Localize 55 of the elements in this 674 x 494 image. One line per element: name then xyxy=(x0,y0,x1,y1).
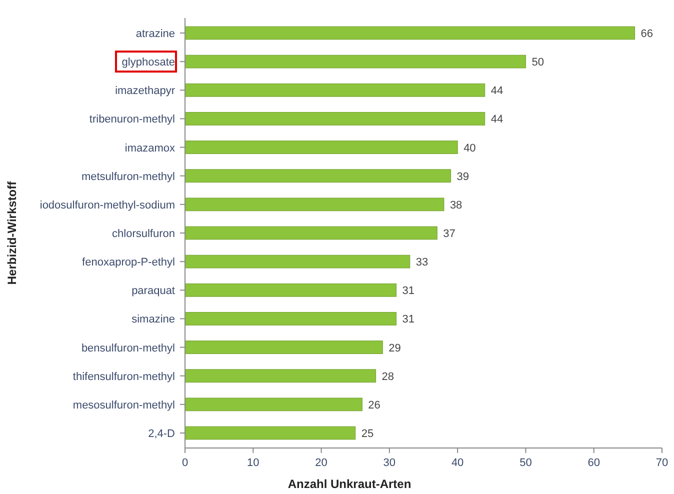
x-tick-label: 60 xyxy=(588,457,600,469)
x-tick-label: 50 xyxy=(520,457,532,469)
bar xyxy=(184,369,376,383)
x-tick-label: 20 xyxy=(315,457,328,469)
data-label: 37 xyxy=(443,228,456,240)
bar xyxy=(184,254,410,268)
bar xyxy=(184,226,438,240)
x-tick-label: 30 xyxy=(383,457,396,469)
data-label: 50 xyxy=(532,56,544,69)
y-tick-label: atrazine xyxy=(136,28,175,40)
data-label: 33 xyxy=(416,256,428,269)
x-tick-label: 40 xyxy=(451,457,464,469)
y-tick-label: metsulfuron-methyl xyxy=(81,170,175,183)
bar xyxy=(184,83,486,97)
y-tick-label: paraquat xyxy=(132,285,175,298)
y-tick-label: imazamox xyxy=(124,142,176,154)
bar xyxy=(184,112,486,126)
y-tick-label: thifensulfuron-methyl xyxy=(72,370,175,383)
y-tick-label: glyphosate xyxy=(122,56,175,69)
y-tick-label: chlorsulfuron xyxy=(112,228,175,240)
y-axis-title: Herbizid-Wirkstoff xyxy=(5,180,19,285)
x-tick-label: 10 xyxy=(247,457,260,469)
bar xyxy=(184,140,458,154)
bar xyxy=(184,283,396,297)
x-tick-label: 70 xyxy=(656,457,668,469)
data-label: 28 xyxy=(382,370,394,383)
y-tick-label: tribenuron-methyl xyxy=(89,114,175,126)
y-tick-label: 2,4-D xyxy=(148,428,176,440)
data-label: 26 xyxy=(368,399,380,412)
y-tick-label: iodosulfuron-methyl-sodium xyxy=(40,199,175,212)
x-tick-label: 0 xyxy=(182,457,188,469)
y-tick-label: imazethapyr xyxy=(115,85,176,98)
y-tick-label: bensulfuron-methyl xyxy=(81,342,175,354)
bar xyxy=(184,26,635,40)
data-label: 31 xyxy=(402,314,414,326)
data-label: 31 xyxy=(402,285,414,298)
y-tick-label: mesosulfuron-methyl xyxy=(72,399,175,412)
y-tick-label: fenoxaprop-P-ethyl xyxy=(82,256,175,269)
bar xyxy=(184,198,444,212)
data-label: 44 xyxy=(490,114,504,126)
y-tick-label: simazine xyxy=(132,314,175,326)
data-label: 40 xyxy=(464,142,476,154)
data-label: 25 xyxy=(361,428,374,440)
data-label: 29 xyxy=(388,342,401,354)
bar xyxy=(184,169,452,183)
bar xyxy=(184,340,383,354)
bar xyxy=(184,398,362,412)
bar xyxy=(184,54,526,68)
data-label: 39 xyxy=(456,170,470,183)
data-label: 38 xyxy=(450,199,462,212)
data-label: 44 xyxy=(490,85,504,98)
bar xyxy=(184,312,396,326)
data-label: 66 xyxy=(640,28,653,40)
x-axis-title: Anzahl Unkraut-Arten xyxy=(288,477,412,491)
bar xyxy=(184,426,356,440)
